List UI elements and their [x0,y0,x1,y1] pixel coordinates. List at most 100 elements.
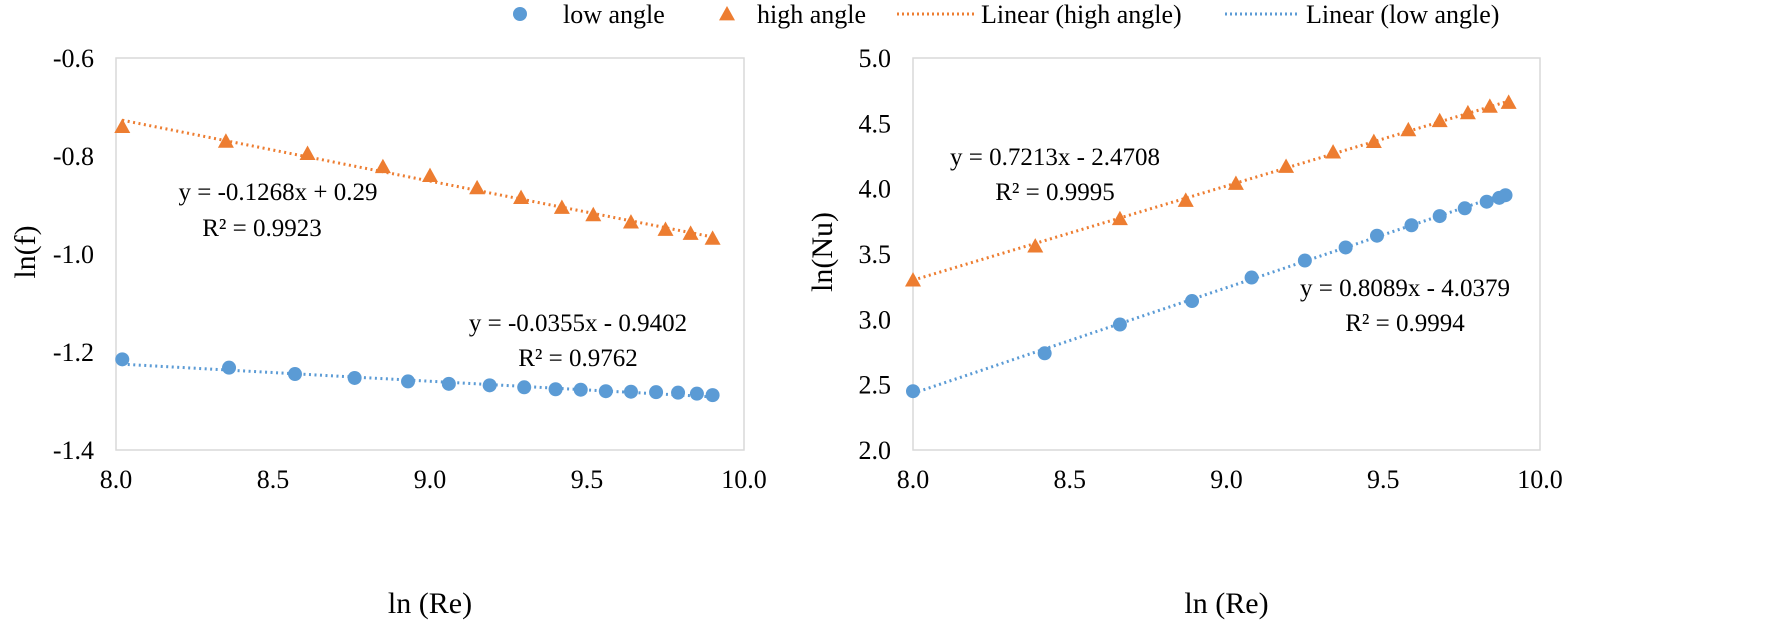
data-point-circle [1498,188,1513,203]
data-point-circle [482,378,497,393]
trendline-r-squared: R² = 0.9762 [518,345,638,372]
plot-area [912,57,1541,451]
y-tick-label: 4.5 [859,109,892,138]
data-point-circle [548,382,563,397]
data-point-triangle [1481,98,1498,113]
y-tick-label: -0.8 [53,142,94,171]
data-point-circle [1112,317,1127,332]
data-point-triangle [553,199,570,214]
x-tick-label: 8.0 [897,465,930,494]
data-point-triangle [622,214,639,229]
data-point-triangle [657,221,674,236]
y-tick-label: 2.5 [859,371,892,400]
data-point-triangle [1227,175,1244,190]
data-point-circle [573,382,588,397]
data-point-circle [906,384,920,399]
x-tick-label: 10.0 [1517,465,1563,494]
legend-label: low angle [563,0,665,29]
data-point-triangle [704,230,721,245]
data-point-circle [1244,270,1259,285]
y-tick-label: -1.2 [53,338,94,367]
data-point-triangle [299,145,316,160]
x-axis-label: ln (Re) [388,587,472,620]
data-point-circle [689,386,704,401]
trendline [121,118,713,239]
x-tick-label: 10.0 [721,465,767,494]
data-point-circle [598,384,613,399]
x-tick-label: 9.5 [1367,465,1400,494]
data-point-triangle [422,167,438,182]
data-point-triangle [682,225,699,240]
data-point-circle [1185,294,1200,309]
data-point-circle [1432,209,1447,224]
data-point-triangle [1400,121,1417,137]
data-point-circle [671,385,686,400]
x-tick-label: 9.0 [414,465,447,494]
data-point-circle [517,380,532,395]
data-point-circle [115,352,130,367]
data-point-circle [1404,218,1419,233]
y-tick-label: 5.0 [859,44,892,73]
data-point-triangle [513,189,530,205]
data-point-triangle [114,118,131,133]
data-point-triangle [905,272,921,287]
data-point-circle [649,385,664,400]
legend-label: Linear (high angle) [981,0,1182,29]
y-tick-label: 4.0 [859,175,892,204]
trendline-equation: y = -0.1268x + 0.29 [178,179,377,206]
data-point-circle [287,367,302,382]
legend: low angle high angle Linear (high angle) Li… [513,0,1499,29]
trendline-equation: y = -0.0355x - 0.9402 [469,310,687,337]
y-tick-label: -1.4 [53,436,94,465]
x-tick-label: 8.0 [100,465,133,494]
trendline-r-squared: R² = 0.9923 [202,215,322,242]
chart-ln-f: 8.0 8.5 9.0 9.5 10.0 -0.6 -0.8 -1.0 -1.2 -1.4 ln (… [9,44,767,620]
data-point-triangle [1431,112,1448,128]
data-point-triangle [1365,133,1382,149]
y-tick-label: 3.5 [859,240,892,269]
trendline-equation: y = 0.7213x - 2.4708 [950,144,1160,171]
chart-ln-nu: 8.0 8.5 9.0 9.5 10.0 5.0 4.5 4.0 3.5 3.0 2.5 2.0 ln … [806,44,1563,620]
data-point-circle [1297,253,1312,268]
x-tick-label: 8.5 [1054,465,1087,494]
y-tick-label: 2.0 [859,436,892,465]
data-point-circle [623,384,638,399]
data-point-circle [347,370,362,385]
data-point-triangle [1177,192,1194,207]
data-point-triangle [1459,104,1476,120]
x-tick-label: 9.5 [571,465,604,494]
legend-marker-triangle [719,6,735,21]
y-axis-label: ln(Nu) [806,212,839,292]
data-point-circle [1479,194,1494,209]
x-tick-label: 9.0 [1210,465,1243,494]
data-point-circle [441,376,456,391]
trendline-r-squared: R² = 0.9994 [1345,310,1465,337]
legend-label: Linear (low angle) [1306,0,1499,29]
trendline-equation: y = 0.8089x - 4.0379 [1300,275,1510,302]
data-point-triangle [585,206,602,222]
data-point-circle [401,374,416,389]
data-point-circle [1457,201,1472,216]
y-tick-label: 3.0 [859,305,892,334]
x-tick-label: 8.5 [257,465,290,494]
data-point-triangle [217,133,234,148]
trendline-r-squared: R² = 0.9995 [995,179,1115,206]
y-axis-label: ln(f) [9,225,42,278]
y-tick-label: -0.6 [53,44,94,73]
data-point-triangle [1325,144,1342,159]
y-tick-label: -1.0 [53,240,94,269]
x-axis-label: ln (Re) [1184,587,1268,620]
data-point-circle [222,360,237,375]
data-point-triangle [1027,238,1044,253]
data-point-triangle [1500,94,1517,109]
data-point-circle [1338,240,1353,255]
legend-marker-circle [513,7,527,21]
data-point-triangle [1111,210,1128,226]
data-point-triangle [374,158,391,174]
data-point-circle [1037,346,1052,361]
legend-label: high angle [757,0,866,29]
plot-area [115,57,745,451]
data-point-circle [705,388,720,403]
data-point-triangle [469,179,486,195]
